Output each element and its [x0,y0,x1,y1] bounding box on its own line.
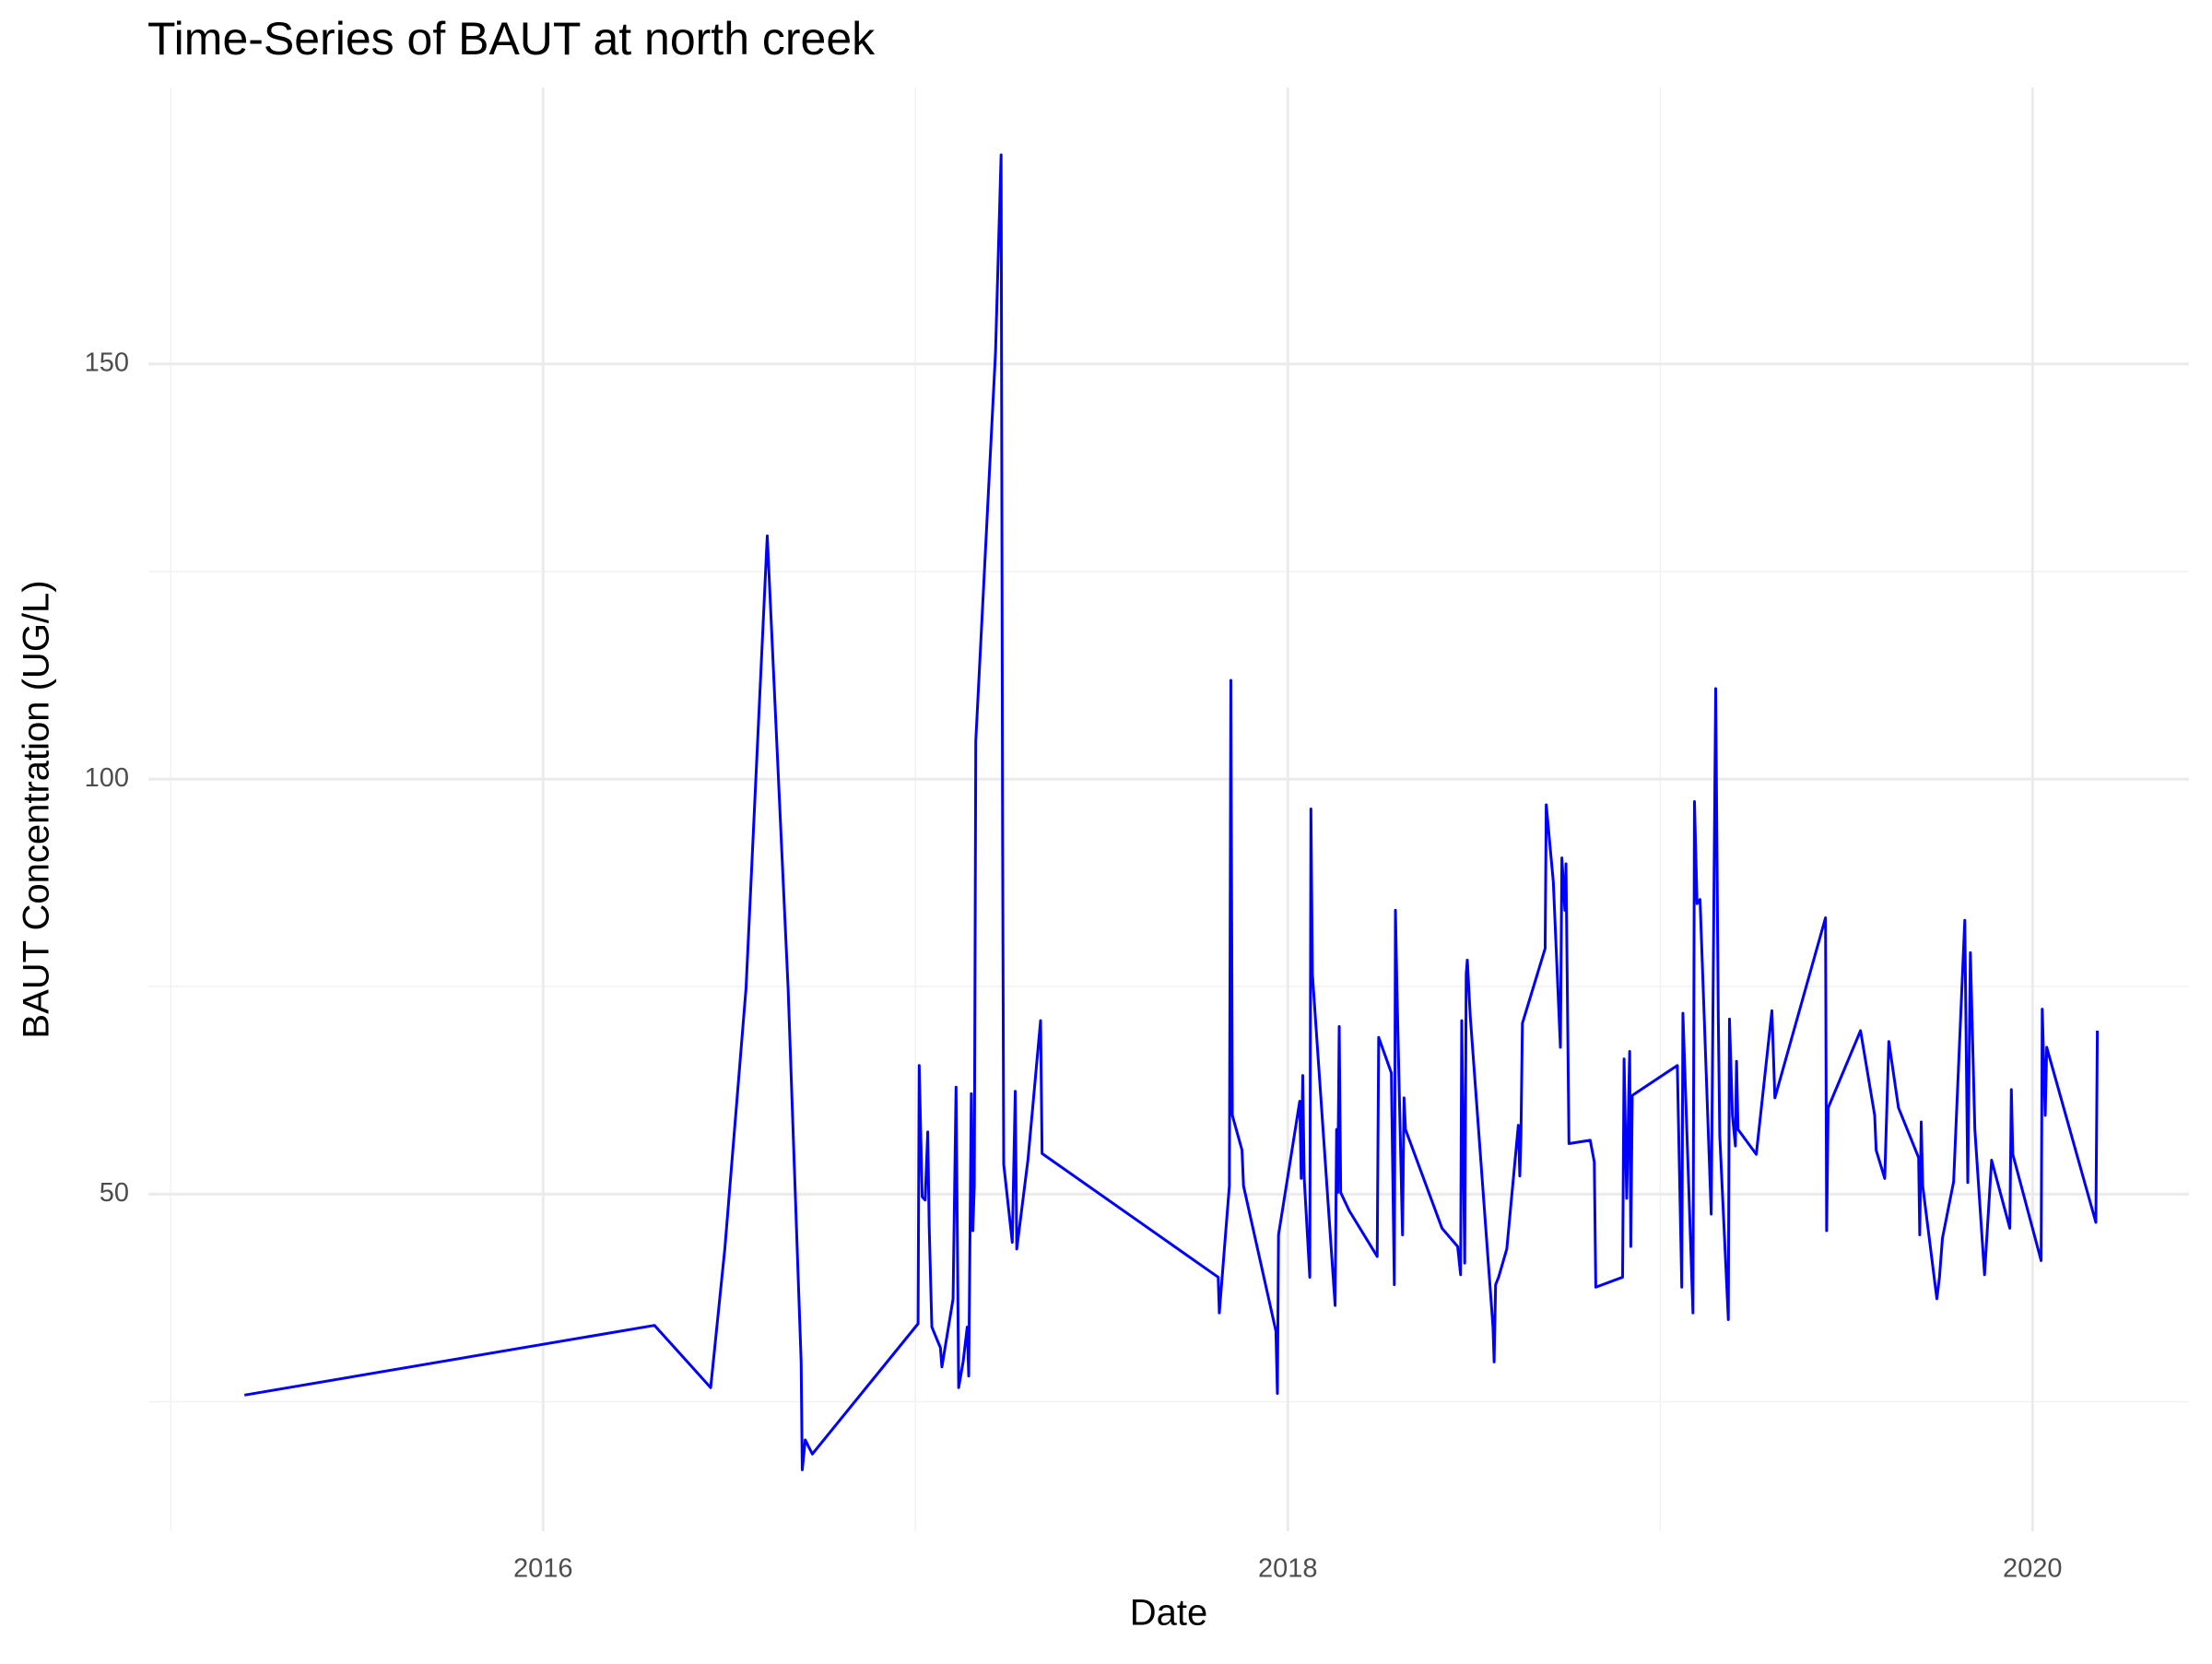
y-tick-label: 100 [85,763,129,793]
y-axis-title: BAUT Concentration (UG/L) [17,580,57,1038]
data-line [243,153,2100,1471]
chart-title: Time-Series of BAUT at north creek [147,13,876,65]
x-tick-label: 2016 [513,1554,573,1584]
x-axis-title: Date [1130,1593,1208,1634]
grid [148,88,2189,1531]
x-tick-label: 2018 [1258,1554,1318,1584]
x-tick-label: 2020 [2003,1554,2063,1584]
y-tick-label: 150 [85,348,129,378]
y-tick-label: 50 [100,1178,129,1208]
